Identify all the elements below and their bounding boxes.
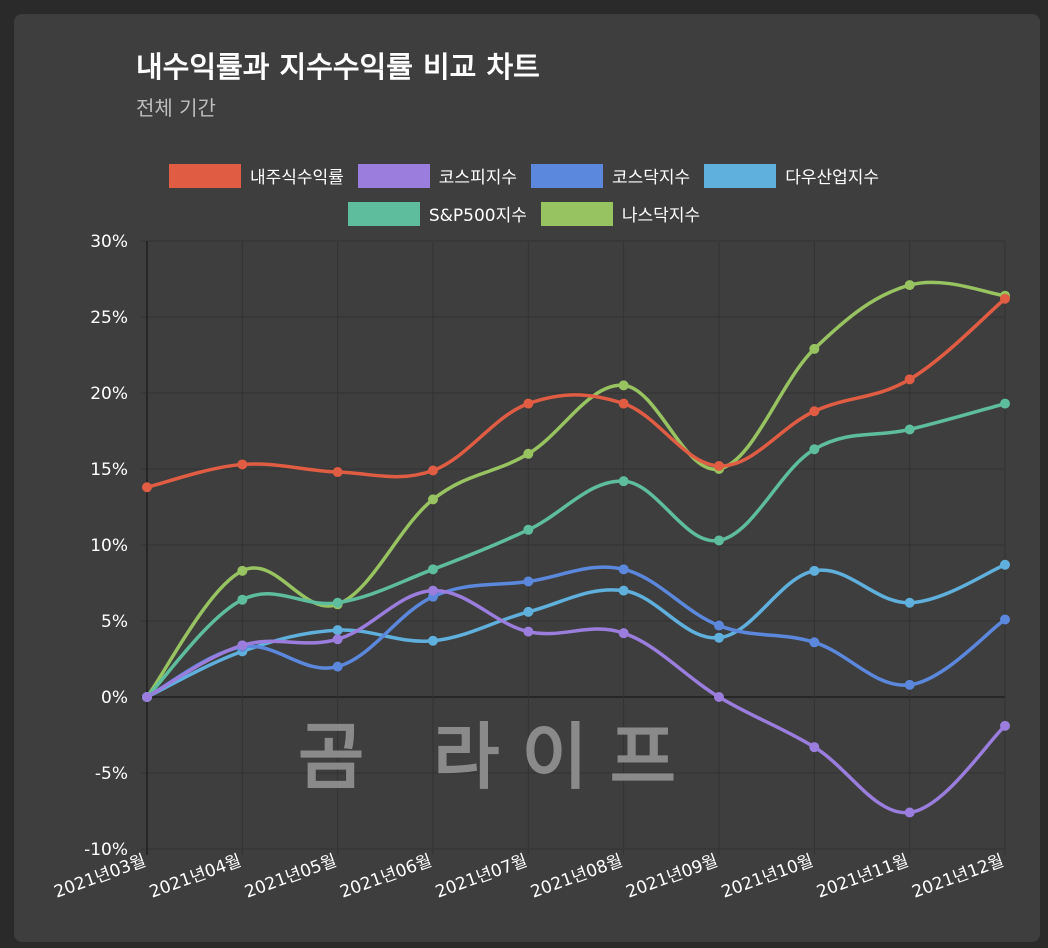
legend-swatch (704, 163, 777, 188)
y-tick-label: -10% (84, 840, 128, 860)
data-point (428, 465, 438, 476)
data-point (618, 564, 629, 575)
data-point (523, 626, 534, 637)
legend-swatch (540, 201, 613, 226)
series-line (146, 588, 1007, 815)
data-point (523, 448, 534, 459)
legend-item[interactable]: 다우산업지수 (704, 163, 879, 188)
legend-item[interactable]: 코스닥지수 (531, 163, 690, 188)
data-point (428, 564, 438, 575)
x-tick-label: 2021년10월 (719, 851, 816, 903)
x-tick-label: 2021년05월 (242, 851, 339, 903)
data-point (237, 594, 248, 605)
x-tick-label: 2021년11월 (814, 851, 911, 903)
series-line (145, 280, 1006, 699)
legend-label: 내주식수익률 (249, 168, 344, 188)
data-point (523, 524, 534, 535)
data-point (714, 692, 724, 702)
y-tick-label: 15% (90, 460, 128, 480)
legend-row-1: 내주식수익률 코스피지수 코스닥지수 다우산업지수 (0, 163, 1048, 188)
legend-swatch (357, 163, 430, 188)
legend-label: S&P500지수 (428, 206, 527, 226)
data-point (809, 565, 820, 576)
legend-item[interactable]: S&P500지수 (347, 201, 527, 226)
legend-label: 코스피지수 (438, 168, 517, 188)
y-tick-label: -5% (95, 764, 128, 784)
legend-label: 다우산업지수 (785, 168, 880, 188)
series-line (146, 565, 1007, 699)
data-point (332, 597, 343, 608)
y-tick-label: 0% (101, 688, 128, 708)
data-point (428, 635, 438, 646)
legend-item[interactable]: 내주식수익률 (168, 163, 344, 188)
data-point (904, 374, 915, 385)
data-point (714, 632, 724, 643)
data-point (142, 482, 152, 493)
data-point (714, 535, 724, 546)
x-tick-label: 2021년06월 (337, 851, 434, 903)
data-point (904, 280, 915, 291)
y-tick-label: 30% (90, 232, 128, 252)
watermark-text: 곰 라이프 (298, 715, 698, 799)
y-tick-label: 5% (101, 612, 128, 632)
legend-label: 나스닥지수 (621, 206, 701, 226)
legend-swatch (531, 163, 603, 188)
data-point (523, 398, 534, 409)
data-point (1000, 293, 1010, 304)
data-point (1000, 614, 1010, 625)
legend-item[interactable]: 코스피지수 (357, 163, 517, 188)
data-point (332, 467, 343, 478)
data-point (1000, 398, 1010, 409)
data-point (332, 634, 343, 645)
x-tick-label: 2021년12월 (909, 851, 1006, 903)
legend-row-2: S&P500지수 나스닥지수 (0, 201, 1048, 226)
data-point (809, 637, 820, 648)
data-point (809, 444, 820, 455)
data-point (904, 597, 915, 608)
y-tick-label: 20% (90, 384, 128, 404)
x-tick-label: 2021년04월 (147, 851, 244, 903)
data-point (618, 628, 629, 639)
data-point (332, 661, 343, 672)
data-point (332, 625, 343, 636)
x-tick-label: 2021년08월 (528, 851, 625, 903)
data-point (714, 620, 724, 631)
legend-swatch (168, 163, 241, 188)
x-tick-label: 2021년09월 (623, 851, 720, 903)
data-point (809, 742, 820, 753)
x-tick-label: 2021년07월 (433, 851, 530, 903)
data-point (428, 585, 438, 596)
data-point (618, 476, 629, 487)
data-point (1000, 559, 1010, 570)
data-point (237, 459, 248, 470)
data-point (523, 576, 534, 587)
data-point (618, 398, 629, 409)
data-point (809, 343, 820, 354)
legend-swatch (347, 201, 420, 226)
data-point (904, 424, 915, 435)
series-line (146, 563, 1006, 699)
legend-item[interactable]: 나스닥지수 (540, 201, 701, 226)
data-point (904, 807, 915, 818)
data-point (618, 380, 629, 391)
data-point (1000, 720, 1010, 731)
data-point (237, 640, 248, 651)
chart-subtitle: 전체 기간 (136, 96, 216, 120)
series-line (145, 401, 1006, 699)
data-point (714, 460, 724, 471)
data-point (618, 585, 629, 596)
legend-label: 코스닥지수 (612, 168, 691, 188)
data-point (428, 494, 438, 505)
data-point (142, 692, 152, 702)
data-point (904, 679, 915, 690)
data-point (237, 565, 248, 576)
chart-title: 내수익률과 지수수익률 비교 차트 (136, 50, 540, 84)
series-line (146, 297, 1007, 489)
data-point (523, 606, 534, 617)
data-point (809, 406, 820, 417)
y-tick-label: 25% (90, 308, 128, 328)
y-tick-label: 10% (90, 536, 128, 556)
